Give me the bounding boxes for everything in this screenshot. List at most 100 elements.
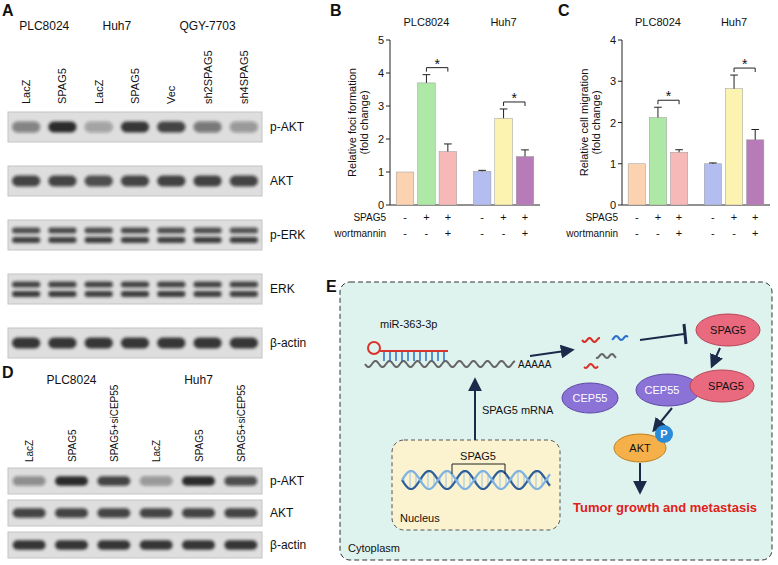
bar [495, 118, 513, 205]
band [121, 237, 149, 243]
bar [670, 152, 687, 205]
band [140, 540, 173, 549]
error-cap [675, 149, 683, 150]
error-stem [426, 75, 427, 83]
error-cap [478, 170, 486, 171]
tick [618, 40, 622, 41]
tick-label: 3 [378, 100, 384, 112]
group-label: PLC8024 [635, 16, 681, 28]
panel-label: C [558, 2, 570, 19]
row-label: β-actin [270, 538, 306, 552]
band [182, 508, 215, 517]
protein [690, 370, 754, 402]
diagram: CytoplasmNucleusSPAG5SPAG5 mRNAAAAAAmiR-… [340, 282, 772, 560]
band [121, 338, 149, 349]
band [48, 176, 76, 187]
condition-value: - [711, 211, 715, 223]
inhibition-bar [684, 324, 686, 344]
mrna [365, 361, 515, 367]
blot-panel: PLC8024Huh7QGY-7703LacZSPAG5LacZSPAG5Vec… [8, 19, 306, 358]
band [12, 237, 40, 243]
condition-value: - [403, 227, 407, 239]
band [12, 122, 40, 133]
error-cap [654, 107, 662, 108]
band [48, 228, 76, 234]
fragment [612, 336, 628, 340]
error-cap [751, 129, 759, 130]
band [48, 338, 76, 349]
blot-strip [8, 274, 262, 304]
condition-value: - [635, 211, 639, 223]
band [157, 282, 185, 288]
binding-arrow [712, 348, 720, 366]
axis-label: (fold change) [358, 90, 370, 154]
tick-label: 4 [610, 34, 616, 46]
blot-strip [8, 112, 262, 142]
dna-rung [464, 471, 465, 489]
tick-label: 1 [378, 166, 384, 178]
error-bar [521, 150, 529, 157]
tick-label: 5 [378, 34, 384, 46]
band [193, 338, 221, 349]
dna-rung [500, 471, 501, 489]
condition-label: wortmannin [333, 228, 386, 239]
bar [649, 118, 666, 205]
axis-label: Relative foci formation [346, 68, 358, 177]
band [230, 122, 258, 133]
band [224, 540, 257, 549]
blot-strip [8, 166, 262, 196]
significance: * [434, 56, 440, 72]
mirna-loop [368, 342, 380, 354]
group-label: QGY-7703 [179, 19, 236, 33]
tick [386, 40, 390, 41]
tick-label: 0 [378, 199, 384, 211]
row-label: p-AKT [270, 120, 305, 134]
band [121, 122, 149, 133]
dna-strand [402, 471, 550, 489]
tick-label: 3 [610, 75, 616, 87]
band [97, 540, 130, 549]
band [157, 237, 185, 243]
band [97, 508, 130, 517]
condition-value: + [500, 211, 506, 223]
group-label: Huh7 [184, 373, 213, 387]
lane-label: LacZ [151, 440, 162, 462]
band [224, 508, 257, 517]
base-pair [395, 352, 397, 361]
error-stem [503, 109, 504, 118]
tick-label: 0 [610, 199, 616, 211]
tick [386, 106, 390, 107]
band [12, 228, 40, 234]
condition-label: wortmannin [565, 228, 618, 239]
band [85, 122, 113, 133]
group-label: Huh7 [721, 16, 747, 28]
tick [618, 122, 622, 123]
tick-label: 1 [610, 158, 616, 170]
dna-rung [536, 471, 537, 489]
band [193, 176, 221, 187]
y-axis [622, 40, 623, 205]
bar [516, 156, 534, 205]
condition-value: + [676, 227, 682, 239]
row-label: AKT [270, 506, 294, 520]
panel-label: E [326, 278, 337, 295]
base-pair [401, 352, 403, 361]
condition-value: + [731, 211, 737, 223]
band [157, 176, 185, 187]
band [97, 476, 130, 485]
cytoplasm-box [340, 282, 772, 560]
error-bar [478, 170, 486, 172]
condition-value: - [656, 227, 660, 239]
band [12, 282, 40, 288]
band [13, 508, 46, 517]
lane-label: SPAG5 [67, 429, 78, 462]
phospho-label: P [660, 428, 667, 440]
base-pair [383, 352, 385, 361]
outcome-label: Tumor growth and metastasis [573, 500, 757, 515]
dna-rung [446, 471, 447, 489]
band [230, 282, 258, 288]
condition-value: - [403, 211, 407, 223]
base-pair [419, 352, 421, 361]
error-cap [709, 162, 717, 163]
condition-value: - [502, 227, 506, 239]
